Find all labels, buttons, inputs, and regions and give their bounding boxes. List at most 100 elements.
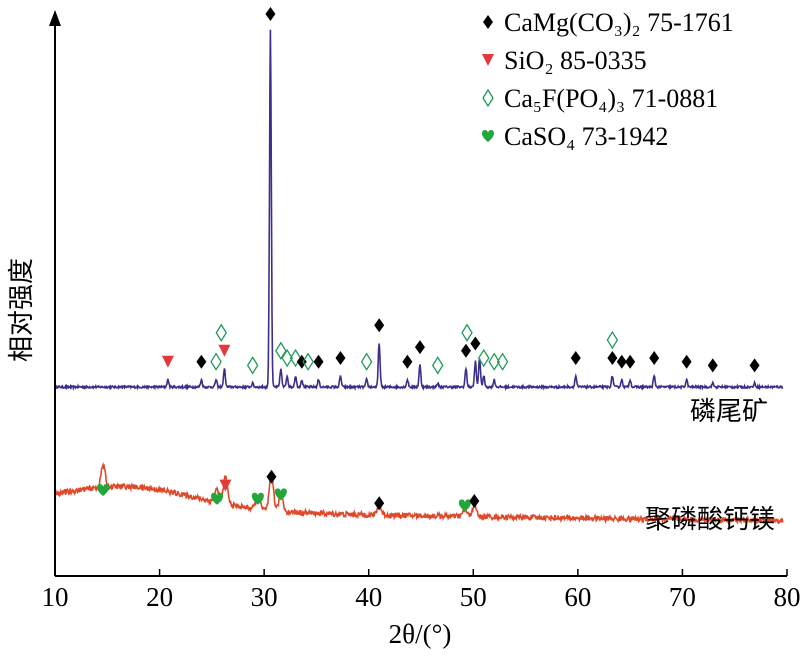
diamond-marker: [470, 336, 481, 351]
peak-marker-0-7: [275, 341, 287, 360]
peak-marker-0-5: [215, 323, 228, 342]
peak-marker-1-3: [251, 492, 264, 505]
y-axis-arrow-icon: [49, 10, 61, 26]
open-diamond-marker: [246, 356, 259, 375]
diamond-marker: [570, 351, 581, 366]
open-diamond-marker: [496, 352, 509, 371]
legend-marker-0: [483, 15, 493, 29]
diamond-marker: [414, 340, 425, 355]
heart-marker: [251, 492, 264, 505]
y-axis-title: 相对强度: [7, 258, 37, 362]
open-diamond-marker: [275, 341, 287, 360]
series-line-1: [54, 461, 784, 526]
diamond-marker: [335, 351, 346, 366]
peak-marker-0-15: [374, 318, 385, 333]
diamond-marker: [607, 351, 618, 366]
open-diamond-marker: [482, 88, 494, 108]
peak-marker-1-7: [458, 499, 471, 512]
peak-marker-0-14: [360, 352, 373, 371]
diamond-marker: [625, 354, 636, 369]
peak-marker-0-9: [289, 348, 302, 368]
diamond-marker: [265, 7, 276, 21]
open-diamond-marker: [302, 352, 314, 371]
x-tick-label: 20: [146, 582, 173, 612]
peak-marker-0-20: [461, 323, 473, 342]
diamond-marker: [749, 358, 760, 373]
peak-marker-0-18: [431, 356, 444, 375]
triangle-marker: [219, 479, 232, 492]
axes: 10 20 30 40 50 60 70 80: [42, 10, 800, 612]
peak-marker-0-3: [196, 354, 207, 369]
x-tick-label: 60: [564, 582, 591, 612]
open-diamond-marker: [210, 352, 222, 371]
x-tick-label: 10: [42, 582, 69, 612]
peak-marker-0-6: [246, 356, 259, 375]
peak-marker-0-30: [649, 351, 660, 366]
triangle-marker: [161, 355, 174, 368]
peak-marker-1-4: [266, 469, 277, 484]
heart-marker: [481, 130, 495, 142]
open-diamond-marker: [431, 356, 444, 375]
peak-marker-0-0: [265, 7, 276, 21]
peak-marker-0-28: [616, 354, 627, 369]
peak-marker-1-6: [374, 496, 385, 511]
peak-marker-0-10: [296, 354, 307, 369]
open-diamond-marker: [488, 352, 500, 371]
open-diamond-marker: [477, 348, 490, 368]
heart-marker: [97, 484, 110, 496]
heart-marker: [274, 488, 287, 501]
peak-marker-0-1: [161, 355, 174, 368]
peak-marker-0-21: [470, 336, 481, 351]
x-axis-title: 2θ/(°): [389, 619, 452, 649]
peak-marker-1-2: [211, 492, 224, 505]
open-diamond-marker: [461, 323, 473, 342]
peak-marker-1-5: [274, 488, 287, 501]
peak-marker-1-8: [469, 494, 480, 508]
peak-marker-0-16: [402, 354, 413, 369]
peak-marker-0-4: [210, 352, 222, 371]
legend-marker-3: [481, 130, 495, 142]
peak-marker-0-8: [281, 348, 293, 368]
peak-marker-1-0: [97, 484, 110, 496]
peak-marker-0-12: [313, 354, 324, 369]
peak-marker-1-1: [219, 479, 232, 492]
peak-marker-0-33: [749, 358, 760, 373]
peak-marker-0-25: [570, 351, 581, 366]
diamond-marker: [469, 494, 480, 508]
series-line-0: [54, 29, 784, 392]
peak-marker-0-32: [707, 358, 718, 373]
heart-marker: [211, 492, 224, 505]
legend: CaMg(CO₃)₂ 75-1761 SiO₂ 85-0335 Ca₅F(PO₄)₃…: [481, 8, 734, 151]
diamond-marker: [402, 354, 413, 369]
triangle-marker: [482, 54, 494, 66]
peak-marker-0-11: [302, 352, 314, 371]
open-diamond-marker: [606, 330, 619, 350]
x-tick-label: 70: [669, 582, 696, 612]
diamond-marker: [374, 496, 385, 511]
peak-marker-0-26: [607, 351, 618, 366]
diamond-marker: [483, 15, 493, 29]
diamond-marker: [616, 354, 627, 369]
x-tick-label: 40: [355, 582, 382, 612]
peak-marker-0-19: [460, 343, 471, 358]
diamond-marker: [707, 358, 718, 373]
peak-marker-0-29: [625, 354, 636, 369]
heart-marker: [458, 499, 471, 512]
peak-marker-0-13: [335, 351, 346, 366]
legend-marker-2: [482, 88, 494, 108]
series-label-tailings: 磷尾矿: [690, 397, 768, 427]
diamond-marker: [313, 354, 324, 369]
peak-marker-0-24: [496, 352, 509, 371]
peak-marker-0-27: [606, 330, 619, 350]
x-tick-label: 50: [460, 582, 487, 612]
peak-marker-0-2: [218, 344, 231, 357]
diamond-marker: [266, 469, 277, 484]
peak-marker-0-23: [488, 352, 500, 371]
diamond-marker: [196, 354, 207, 369]
plot-area: [54, 7, 784, 526]
legend-label-1: SiO₂ 85-0335: [504, 46, 647, 75]
peak-marker-0-22: [477, 348, 490, 368]
diamond-marker: [374, 318, 385, 333]
legend-label-3: CaSO₄ 73-1942: [504, 122, 668, 151]
